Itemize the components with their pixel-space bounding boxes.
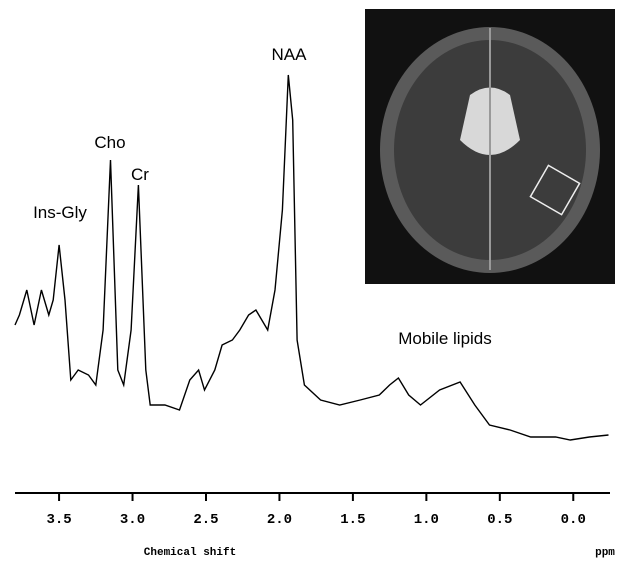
peak-label: Cr xyxy=(131,165,149,184)
x-tick-label: 1.5 xyxy=(340,512,365,528)
voxel-box xyxy=(529,164,581,216)
spectrum-line xyxy=(14,74,609,441)
peak-label: NAA xyxy=(272,45,308,64)
x-tick-label: 1.0 xyxy=(414,512,439,528)
peak-label: Cho xyxy=(94,133,125,152)
peak-label: Mobile lipids xyxy=(398,329,492,348)
x-tick-label: 2.0 xyxy=(267,512,292,528)
x-axis-unit: ppm xyxy=(595,547,615,559)
x-tick-label: 3.0 xyxy=(120,512,145,528)
x-axis-label: Chemical shift xyxy=(144,547,236,559)
x-tick-label: 2.5 xyxy=(193,512,218,528)
peak-label: Ins-Gly xyxy=(33,203,87,222)
x-tick-label: 3.5 xyxy=(46,512,71,528)
brain-inset xyxy=(365,9,615,284)
x-tick-label: 0.0 xyxy=(561,512,586,528)
x-tick-label: 0.5 xyxy=(487,512,512,528)
